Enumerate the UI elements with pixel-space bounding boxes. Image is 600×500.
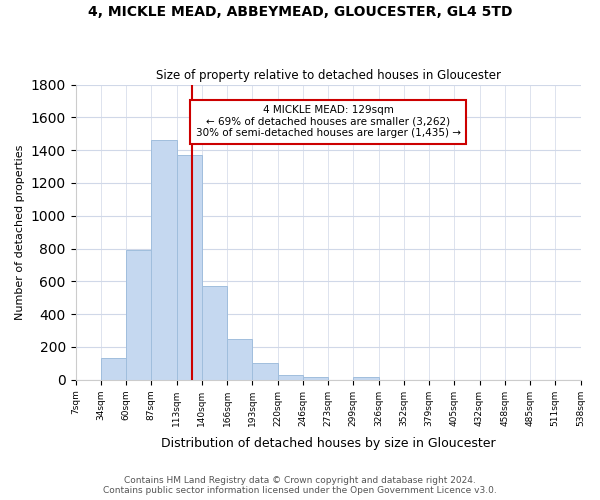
Text: Contains HM Land Registry data © Crown copyright and database right 2024.
Contai: Contains HM Land Registry data © Crown c…: [103, 476, 497, 495]
Text: 4, MICKLE MEAD, ABBEYMEAD, GLOUCESTER, GL4 5TD: 4, MICKLE MEAD, ABBEYMEAD, GLOUCESTER, G…: [88, 5, 512, 19]
Bar: [126, 250, 151, 380]
Bar: [353, 378, 379, 380]
Bar: [202, 286, 227, 380]
Bar: [303, 376, 328, 380]
Title: Size of property relative to detached houses in Gloucester: Size of property relative to detached ho…: [155, 69, 500, 82]
Bar: [252, 362, 278, 380]
Bar: [101, 358, 126, 380]
X-axis label: Distribution of detached houses by size in Gloucester: Distribution of detached houses by size …: [161, 437, 496, 450]
Y-axis label: Number of detached properties: Number of detached properties: [15, 144, 25, 320]
Bar: [176, 155, 202, 380]
Bar: [227, 339, 252, 380]
Text: 4 MICKLE MEAD: 129sqm
← 69% of detached houses are smaller (3,262)
30% of semi-d: 4 MICKLE MEAD: 129sqm ← 69% of detached …: [196, 105, 461, 138]
Bar: [151, 140, 176, 380]
Bar: [278, 375, 303, 380]
